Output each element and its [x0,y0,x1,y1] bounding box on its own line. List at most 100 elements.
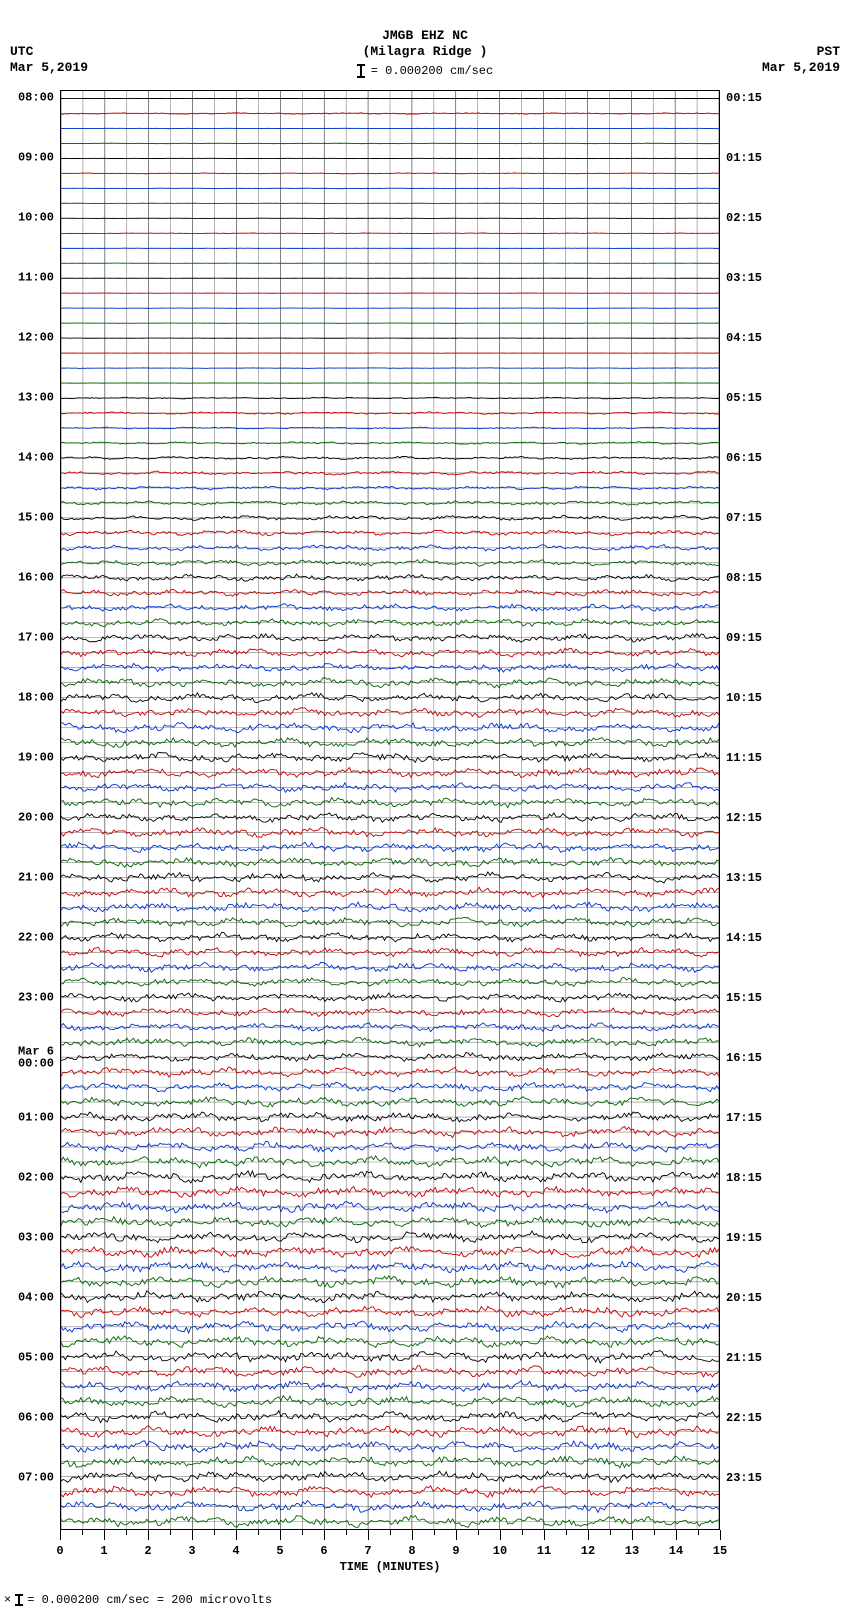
x-tick-mark [368,1530,369,1540]
left-time-label: 10:00 [18,211,54,224]
x-tick-label: 14 [669,1544,683,1558]
x-tick-label: 1 [100,1544,107,1558]
x-tick-label: 5 [276,1544,283,1558]
left-time-label: 03:00 [18,1231,54,1244]
x-tick-label: 4 [232,1544,239,1558]
scale-text: = 0.000200 cm/sec [371,64,493,78]
seismogram-plot [60,90,720,1530]
x-tick-mark [544,1530,545,1540]
left-time-label: Mar 600:00 [18,1045,54,1070]
x-tick-minor [654,1530,655,1535]
right-time-label: 21:15 [726,1351,762,1365]
x-tick-minor [434,1530,435,1535]
right-time-label: 05:15 [726,391,762,405]
tz-right-date: Mar 5,2019 [762,60,840,76]
x-tick-label: 11 [537,1544,551,1558]
right-time-label: 10:15 [726,691,762,705]
x-tick-mark [236,1530,237,1540]
left-time-label: 18:00 [18,691,54,704]
x-tick-label: 15 [713,1544,727,1558]
left-time-label: 13:00 [18,391,54,404]
tz-right: PST Mar 5,2019 [762,44,840,75]
tz-left-date: Mar 5,2019 [10,60,88,76]
x-tick-mark [588,1530,589,1540]
right-time-label: 18:15 [726,1171,762,1185]
x-tick-label: 8 [408,1544,415,1558]
x-tick-minor [258,1530,259,1535]
left-time-label: 20:00 [18,811,54,824]
x-tick-minor [566,1530,567,1535]
x-tick-mark [104,1530,105,1540]
right-time-label: 01:15 [726,151,762,165]
right-time-label: 23:15 [726,1471,762,1485]
left-time-label: 09:00 [18,151,54,164]
x-tick-label: 7 [364,1544,371,1558]
right-time-label: 04:15 [726,331,762,345]
x-tick-minor [302,1530,303,1535]
right-time-label: 02:15 [726,211,762,225]
right-time-label: 12:15 [726,811,762,825]
left-time-label: 06:00 [18,1411,54,1424]
tz-left-tz: UTC [10,44,88,60]
scale-bar-icon [357,64,365,78]
left-time-label: 15:00 [18,511,54,524]
right-time-labels: 00:1501:1502:1503:1504:1505:1506:1507:15… [722,90,842,1530]
right-time-label: 13:15 [726,871,762,885]
x-tick-label: 6 [320,1544,327,1558]
right-time-label: 09:15 [726,631,762,645]
x-tick-minor [390,1530,391,1535]
x-tick-minor [698,1530,699,1535]
left-time-label: 14:00 [18,451,54,464]
left-time-label: 07:00 [18,1471,54,1484]
x-tick-label: 2 [144,1544,151,1558]
right-time-label: 17:15 [726,1111,762,1125]
left-time-label: 21:00 [18,871,54,884]
x-tick-mark [456,1530,457,1540]
right-time-label: 15:15 [726,991,762,1005]
footer-bar-icon [15,1594,23,1606]
left-time-label: 12:00 [18,331,54,344]
right-time-label: 03:15 [726,271,762,285]
x-tick-minor [478,1530,479,1535]
right-time-label: 22:15 [726,1411,762,1425]
seismogram-svg [61,91,719,1529]
x-tick-mark [720,1530,721,1540]
x-tick-label: 12 [581,1544,595,1558]
x-tick-mark [500,1530,501,1540]
station-code: JMGB EHZ NC [0,28,850,44]
tz-left: UTC Mar 5,2019 [10,44,88,75]
x-tick-mark [676,1530,677,1540]
right-time-label: 07:15 [726,511,762,525]
x-tick-minor [214,1530,215,1535]
right-time-label: 08:15 [726,571,762,585]
right-time-label: 16:15 [726,1051,762,1065]
left-time-label: 22:00 [18,931,54,944]
left-time-label: 23:00 [18,991,54,1004]
x-tick-mark [324,1530,325,1540]
x-tick-mark [60,1530,61,1540]
x-tick-minor [346,1530,347,1535]
left-time-label: 08:00 [18,91,54,104]
x-tick-mark [412,1530,413,1540]
left-time-label: 04:00 [18,1291,54,1304]
left-time-label: 02:00 [18,1171,54,1184]
x-axis: TIME (MINUTES) 0123456789101112131415 [60,1530,720,1580]
left-time-label: 11:00 [18,271,54,284]
left-time-label: 19:00 [18,751,54,764]
x-tick-mark [280,1530,281,1540]
x-tick-mark [192,1530,193,1540]
x-tick-minor [522,1530,523,1535]
x-tick-minor [82,1530,83,1535]
station-name: (Milagra Ridge ) [0,44,850,60]
right-time-label: 11:15 [726,751,762,765]
x-tick-label: 0 [56,1544,63,1558]
x-tick-mark [148,1530,149,1540]
left-time-labels: 08:00 09:00 10:00 11:00 12:00 13:00 14:00 15:00… [0,90,58,1530]
x-tick-label: 3 [188,1544,195,1558]
footer-scale: ×= 0.000200 cm/sec = 200 microvolts [4,1593,272,1607]
footer-text: = 0.000200 cm/sec = 200 microvolts [27,1593,272,1607]
left-time-label: 01:00 [18,1111,54,1124]
x-axis-label: TIME (MINUTES) [60,1560,720,1574]
x-tick-label: 9 [452,1544,459,1558]
x-tick-minor [170,1530,171,1535]
